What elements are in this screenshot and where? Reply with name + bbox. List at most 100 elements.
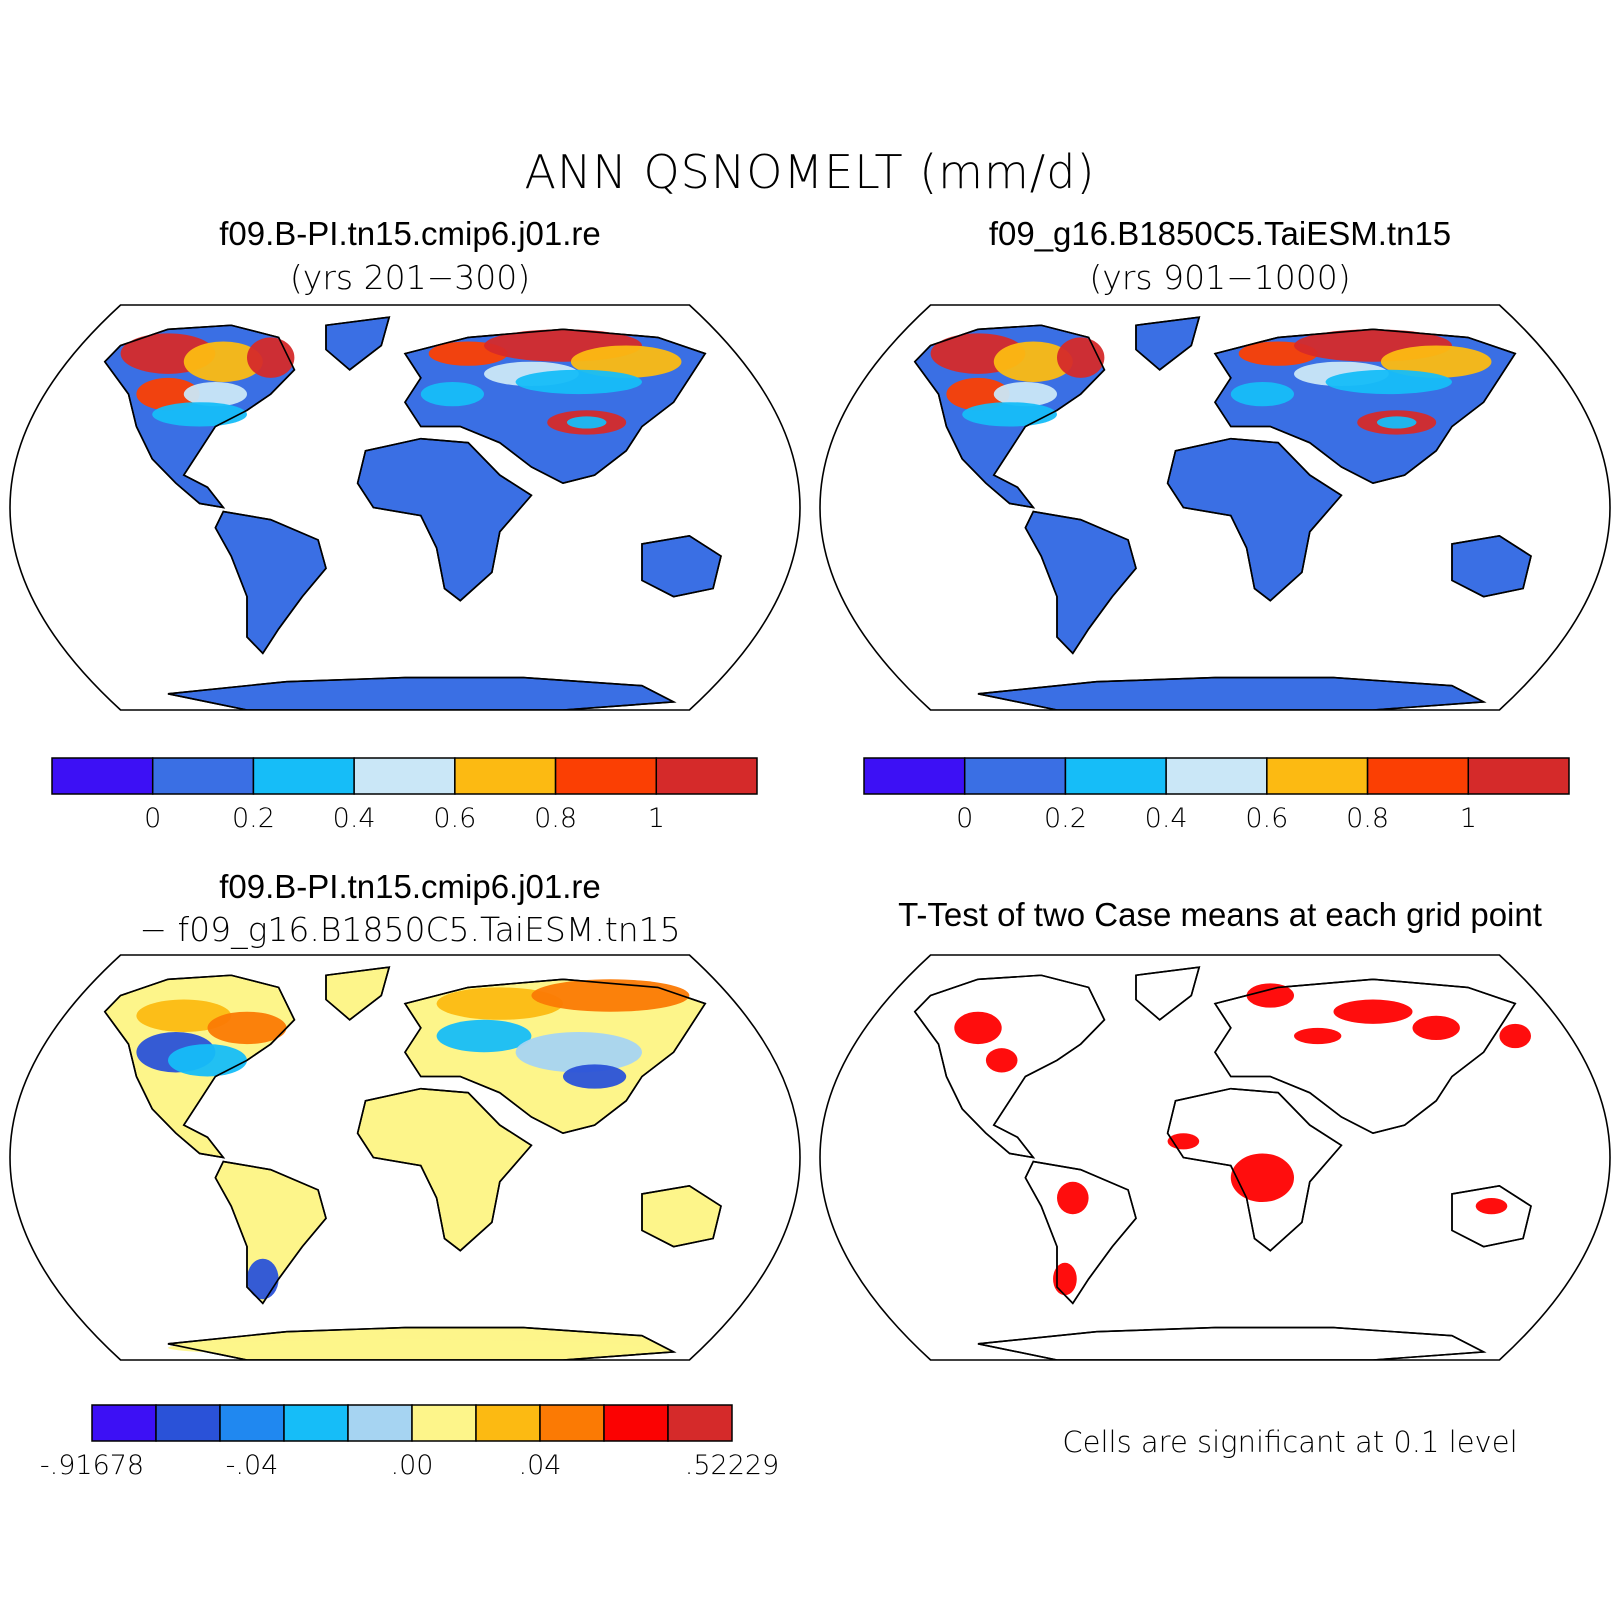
colorbar-swatch [539,1404,605,1442]
colorbar-tick-label: 0.4 [1144,803,1188,834]
coastline-africa [1166,1087,1343,1252]
map-border [9,304,801,711]
colorbar-swatch [51,757,154,795]
coastline-eurasia [403,328,707,485]
colorbar-tick-label: 0.6 [1245,803,1289,834]
value-region [168,1044,247,1077]
coastline-greenland [325,966,391,1021]
coastline-greenland [1135,966,1201,1021]
value-region [1499,1023,1531,1049]
value-region [1057,1181,1089,1215]
colorbar-tick-label: 1 [1459,803,1477,834]
coastline-northAmerica [913,974,1106,1159]
colorbar-swatch [1165,757,1268,795]
coastline-antarctica [167,1326,677,1360]
coastline-australia [641,535,722,598]
colorbar-swatch [347,1404,413,1442]
value-region [515,1031,642,1073]
coastline-northAmerica [913,324,1106,509]
value-region [1230,381,1294,407]
value-region [515,369,642,395]
colorbar-swatch [475,1404,541,1442]
coastline-africa [356,437,533,602]
colorbar-tick-label: .00 [390,1450,434,1481]
coastline-australia [641,1185,722,1248]
colorbar-tick-label: 0.4 [332,803,376,834]
value-region [1325,369,1453,395]
colorbar-tick-label: .04 [518,1450,562,1481]
value-region [183,381,247,407]
value-region [993,341,1073,382]
panel-diff-subtitle: − f09_g16.B1850C5.TaiESM.tn15 [139,910,681,949]
coastline-greenland [325,316,391,371]
value-region [563,1064,627,1089]
colorbar-tick-label: 0.2 [231,803,275,834]
coastline-southAmerica [214,510,327,655]
value-region [207,1011,287,1045]
value-region [1376,416,1417,429]
colorbar-swatch [151,757,255,795]
coastline-northAmerica [103,974,296,1159]
colorbar-swatch [1467,757,1570,795]
colorbar-swatch [219,1404,285,1442]
coastline-australia [1451,535,1532,598]
value-region [136,377,200,411]
panel-ttest-title: T-Test of two Case means at each grid po… [898,896,1542,933]
coastline-africa [356,1087,533,1252]
colorbar-tick-label: 0.8 [1346,803,1390,834]
value-region [954,1011,1002,1045]
value-region [246,1258,279,1300]
colorbar-tick-label: 0 [144,803,162,834]
figure-title: ANN QSNOMELT (mm/d) [524,145,1096,199]
significance-note: Cells are significant at 0.1 level [1062,1425,1518,1459]
panel-case2-title: f09_g16.B1850C5.TaiESM.tn15 [988,215,1452,252]
colorbar-tick-label: 0 [956,803,974,834]
value-region [1057,337,1105,378]
value-region [183,341,263,382]
panel-case1-subtitle: (yrs 201−300) [289,258,531,297]
value-region [1412,1015,1460,1041]
colorbar-swatch [353,757,456,795]
value-region [1333,999,1413,1024]
colorbar-swatch [155,1404,221,1442]
value-region [1230,1153,1294,1203]
coastline-eurasia [1213,328,1517,485]
colorbar-tick-label: 1 [647,803,665,834]
colorbar-swatch [603,1404,669,1442]
colorbar-swatch [1266,757,1369,795]
value-region [962,402,1057,427]
value-region [993,381,1057,407]
value-region [985,1048,1018,1073]
value-region [946,377,1010,411]
coastline-eurasia [1213,978,1517,1135]
coastline-greenland [1135,316,1201,371]
colorbar-tick-label: 0.6 [433,803,477,834]
colorbar-swatch [91,1404,157,1442]
coastline-southAmerica [1024,510,1137,655]
coastline-southAmerica [214,1160,327,1305]
map-border [819,954,1611,1361]
value-region [420,381,484,407]
value-region [1246,983,1295,1008]
value-region [136,999,232,1032]
colorbar-swatch [655,757,758,795]
colorbar-swatch [667,1404,733,1442]
coastline-antarctica [977,676,1487,710]
value-region [168,1339,642,1356]
value-region [1475,1198,1508,1215]
coastline-australia [1451,1185,1532,1248]
value-region [570,345,682,378]
value-region [1053,1262,1077,1296]
coastline-africa [1166,437,1343,602]
coastline-northAmerica [103,324,296,509]
value-region [436,1019,532,1053]
value-region [1294,1027,1342,1045]
colorbar-swatch [1366,757,1470,795]
value-region [247,337,295,378]
coastline-antarctica [977,1326,1487,1360]
